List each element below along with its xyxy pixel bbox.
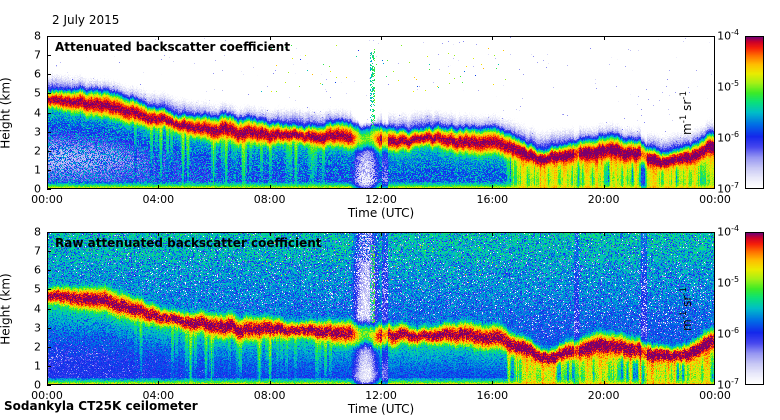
x-tick-mark-top (270, 36, 271, 40)
x-tick-mark-top (604, 36, 605, 40)
colorbar-unit-attenuated-backscatter: m-1 sr-1 (679, 90, 694, 135)
y-tick-label: 6 (34, 67, 41, 81)
y-tick-mark (47, 385, 51, 386)
x-tick-mark-top (158, 36, 159, 40)
colorbar-tick-label: 10-5 (717, 274, 739, 290)
y-tick-label: 8 (34, 29, 41, 43)
y-tick-mark (47, 328, 51, 329)
y-tick-mark (47, 170, 51, 171)
y-tick-mark (47, 366, 51, 367)
colorbar-tick-label: 10-7 (717, 376, 739, 392)
y-tick-label: 6 (34, 263, 41, 277)
y-tick-label: 1 (34, 359, 41, 373)
x-tick-label: 04:00 (142, 193, 175, 206)
plot-area-attenuated-backscatter[interactable] (47, 36, 715, 189)
y-tick-mark (47, 36, 51, 37)
x-tick-label: 20:00 (587, 193, 620, 206)
x-tick-label: 00:00 (699, 193, 731, 206)
x-tick-mark (158, 381, 159, 385)
x-tick-mark (381, 185, 382, 189)
x-tick-label: 16:00 (476, 389, 509, 402)
x-tick-label: 00:00 (699, 389, 731, 402)
y-tick-mark (47, 347, 51, 348)
y-tick-mark (47, 270, 51, 271)
x-tick-mark (604, 381, 605, 385)
plot-area-raw-attenuated-backscatter[interactable] (47, 232, 715, 385)
colorbar-attenuated-backscatter (745, 36, 764, 189)
x-tick-mark-top (158, 232, 159, 236)
y-tick-mark (47, 74, 51, 75)
x-axis-title-raw-attenuated-backscatter: Time (UTC) (347, 402, 415, 416)
y-tick-label: 1 (34, 163, 41, 177)
colorbar-tick-label: 10-5 (717, 78, 739, 94)
x-tick-mark (381, 381, 382, 385)
y-tick-label: 5 (34, 86, 41, 100)
y-axis-title-raw-attenuated-backscatter: Height (km) (0, 272, 12, 345)
y-tick-mark (47, 232, 51, 233)
y-tick-label: 2 (34, 340, 41, 354)
x-tick-mark (270, 381, 271, 385)
colorbar-raw-attenuated-backscatter (745, 232, 764, 385)
y-tick-mark (47, 251, 51, 252)
colorbar-tick-label: 10-4 (717, 27, 739, 43)
x-tick-mark-top (604, 232, 605, 236)
y-tick-label: 7 (34, 48, 41, 62)
y-tick-mark (47, 93, 51, 94)
colorbar-tick-label: 10-6 (717, 129, 739, 145)
x-tick-mark-top (492, 232, 493, 236)
y-tick-mark (47, 289, 51, 290)
colorbar-tick-label: 10-4 (717, 223, 739, 239)
y-tick-label: 5 (34, 282, 41, 296)
x-tick-label: 12:00 (365, 193, 397, 206)
y-tick-label: 2 (34, 144, 41, 158)
colorbar-tick-label: 10-6 (717, 325, 739, 341)
x-tick-label: 08:00 (253, 193, 286, 206)
y-tick-label: 4 (34, 106, 41, 119)
colorbar-gradient-raw-attenuated-backscatter (746, 233, 763, 384)
x-tick-label: 00:00 (31, 389, 63, 402)
x-tick-mark-top (270, 232, 271, 236)
y-tick-mark (47, 55, 51, 56)
x-tick-mark (492, 381, 493, 385)
y-tick-label: 0 (34, 182, 41, 196)
x-tick-mark-top (381, 232, 382, 236)
y-tick-mark (47, 151, 51, 152)
y-tick-label: 4 (34, 302, 41, 315)
x-tick-mark (270, 185, 271, 189)
y-tick-label: 7 (34, 244, 41, 258)
y-tick-label: 0 (34, 378, 41, 392)
date-label: 2 July 2015 (52, 13, 120, 27)
heatmap-attenuated-backscatter (48, 37, 714, 188)
x-tick-mark (492, 185, 493, 189)
x-tick-label: 08:00 (253, 389, 286, 402)
x-tick-label: 12:00 (365, 389, 397, 402)
x-tick-mark (604, 185, 605, 189)
y-tick-label: 3 (34, 321, 41, 335)
colorbar-gradient-attenuated-backscatter (746, 37, 763, 188)
heatmap-raw-attenuated-backscatter (48, 233, 714, 384)
x-tick-label: 20:00 (587, 389, 620, 402)
y-tick-label: 3 (34, 125, 41, 139)
x-tick-label: 04:00 (142, 389, 175, 402)
x-tick-label: 16:00 (476, 193, 509, 206)
y-tick-mark (47, 309, 51, 310)
y-tick-mark (47, 189, 51, 190)
y-tick-mark (47, 113, 51, 114)
x-tick-label: 00:00 (31, 193, 63, 206)
x-axis-title-attenuated-backscatter: Time (UTC) (347, 206, 415, 220)
x-tick-mark-top (492, 36, 493, 40)
x-tick-mark-top (381, 36, 382, 40)
y-axis-title-attenuated-backscatter: Height (km) (0, 76, 12, 149)
y-tick-label: 8 (34, 225, 41, 239)
x-tick-mark (158, 185, 159, 189)
footer-instrument-label: Sodankyla CT25K ceilometer (4, 399, 198, 413)
colorbar-tick-label: 10-7 (717, 180, 739, 196)
y-tick-mark (47, 132, 51, 133)
colorbar-unit-raw-attenuated-backscatter: m-1 sr-1 (679, 286, 694, 331)
